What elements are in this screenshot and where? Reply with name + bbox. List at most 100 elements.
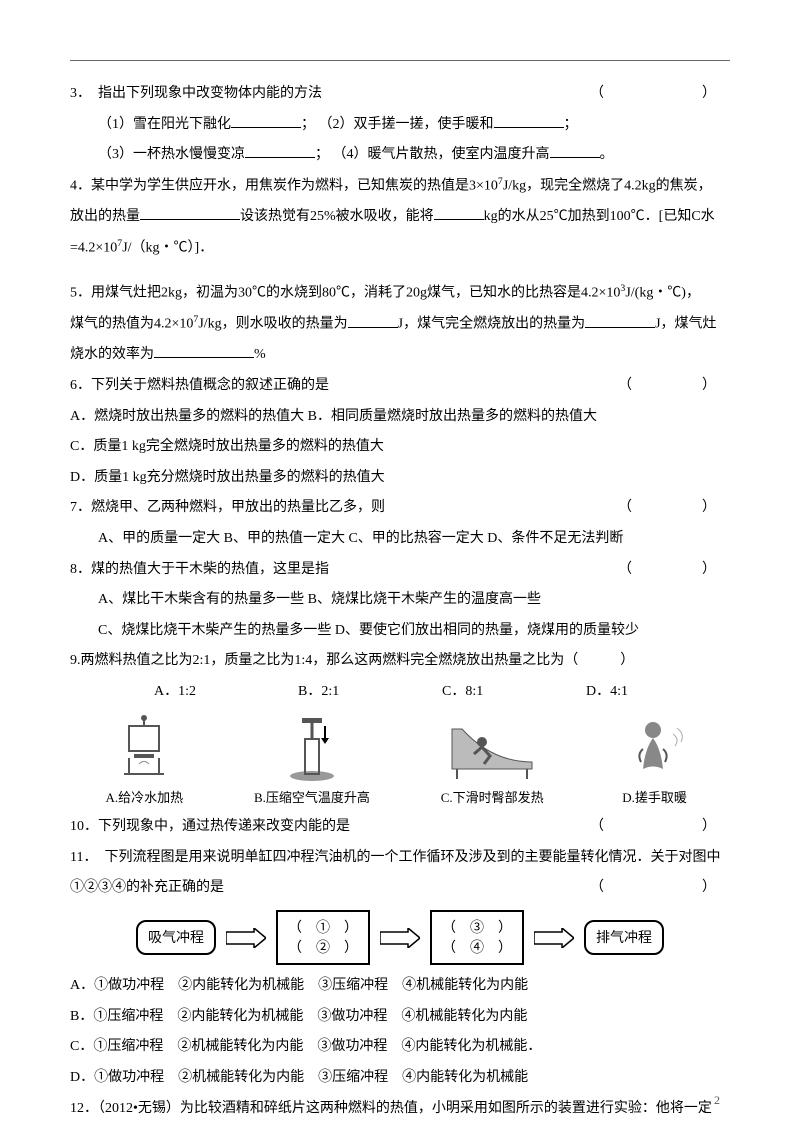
- slide-icon: [442, 714, 542, 784]
- q9-d: D．4:1: [586, 679, 730, 706]
- top-rule: [70, 60, 730, 61]
- flow-2a: （ ① ）: [288, 918, 358, 938]
- q3-sub2: （3）一杯热水慢慢变凉 ； （4）暖气片散热，使室内温度升高 。: [70, 142, 730, 169]
- q8-l2: C、烧煤比烧干木柴产生的热量多一些 D、要使它们放出相同的热量，烧煤用的质量较少: [70, 618, 730, 645]
- q11-c: C．①压缩冲程 ②机械能转化为内能 ③做功冲程 ④内能转化为机械能．: [70, 1034, 730, 1061]
- flowchart: 吸气冲程 （ ① ） （ ② ） （ ③ ） （ ④ ） 排气冲程: [70, 910, 730, 965]
- q5-l2d: J，煤气灶: [655, 317, 716, 332]
- q11-paren: （ ）: [590, 875, 730, 902]
- q3-s1b: ； （2）双手搓一搓，使手暖和: [301, 117, 494, 132]
- blank: [140, 205, 240, 220]
- compress-air-icon: [277, 714, 347, 784]
- question-12: 12．（2012•无锡）为比较酒精和碎纸片这两种燃料的热值，小明采用如图所示的装…: [70, 1096, 730, 1123]
- q4-line3: =4.2×107J/（kg・℃）]．: [70, 235, 730, 262]
- q6-paren: （ ）: [618, 373, 730, 400]
- q9-b: B．2:1: [298, 679, 442, 706]
- q3-s2a: （3）一杯热水慢慢变凉: [98, 147, 245, 162]
- question-4: 4．某中学为学生供应开水，用焦炭作为燃料，已知焦炭的热值是3×107J/kg，现…: [70, 173, 730, 200]
- figure-c: C.下滑时臀部发热: [441, 714, 544, 811]
- arrow-icon: [534, 928, 574, 948]
- blank: [231, 113, 301, 128]
- worksheet-page: 3． 指出下列现象中改变物体内能的方法 （ ） （1）雪在阳光下融化 ； （2）双…: [0, 0, 800, 1132]
- q8-paren: （ ）: [618, 557, 730, 584]
- blank: [550, 143, 600, 158]
- fig-c-label: C.下滑时臀部发热: [441, 786, 544, 811]
- q5-l2b: J/kg，则水吸收的热量为: [198, 317, 347, 332]
- flow-2b: （ ② ）: [288, 938, 358, 958]
- q11-a: A．①做功冲程 ②内能转化为机械能 ③压缩冲程 ④机械能转化为内能: [70, 973, 730, 1000]
- blank: [245, 143, 315, 158]
- q11-b: B．①压缩冲程 ②内能转化为机械能 ③做功冲程 ④机械能转化为内能: [70, 1004, 730, 1031]
- q5-l3b: %: [254, 347, 266, 362]
- blank: [585, 313, 655, 328]
- q5-l2c: J，煤气完全燃烧放出的热量为: [398, 317, 585, 332]
- fig-a-label: A.给冷水加热: [105, 786, 183, 811]
- question-9: 9.两燃料热值之比为2:1，质量之比为1:4，那么这两燃料完全燃烧放出热量之比为…: [70, 648, 730, 675]
- flow-box-3: （ ③ ） （ ④ ）: [430, 910, 524, 965]
- q5-l1a: 5．用煤气灶把2kg，初温为30℃的水烧到80℃，消耗了20g煤气，已知水的比热…: [70, 286, 620, 301]
- arrow-icon: [380, 928, 420, 948]
- q4-l3a: =4.2×10: [70, 240, 117, 255]
- figure-a: A.给冷水加热: [105, 714, 183, 811]
- q5-line2: 煤气的热值为4.2×107J/kg，则水吸收的热量为J，煤气完全燃烧放出的热量为…: [70, 311, 730, 338]
- fig-b-label: B.压缩空气温度升高: [254, 786, 370, 811]
- q9-opts: A．1:2 B．2:1 C．8:1 D．4:1: [70, 679, 730, 706]
- question-7: 7．燃烧甲、乙两种燃料，甲放出的热量比乙多，则 （ ）: [70, 495, 730, 522]
- q3-s2c: 。: [600, 147, 614, 162]
- q5-l3a: 烧水的效率为: [70, 347, 154, 362]
- q4-l2c: kg的水从25℃加热到100℃．[已知C水: [484, 209, 715, 224]
- figure-d: D.搓手取暖: [615, 714, 695, 811]
- q7-paren: （ ）: [618, 495, 730, 522]
- blank: [434, 205, 484, 220]
- q8-l1: A、煤比干木柴含有的热量多一些 B、烧煤比烧干木柴产生的温度高一些: [70, 587, 730, 614]
- q3-paren: （ ）: [590, 81, 730, 108]
- flow-box-2: （ ① ） （ ② ）: [276, 910, 370, 965]
- q10-paren: （ ）: [590, 814, 730, 841]
- flow-box-4: 排气冲程: [584, 920, 664, 956]
- blank: [154, 343, 254, 358]
- question-3: 3． 指出下列现象中改变物体内能的方法 （ ）: [70, 81, 730, 108]
- q3-sub1: （1）雪在阳光下融化 ； （2）双手搓一搓，使手暖和 ；: [70, 112, 730, 139]
- q6-c: C．质量1 kg完全燃烧时放出热量多的燃料的热值大: [70, 434, 730, 461]
- q5-line3: 烧水的效率为%: [70, 342, 730, 369]
- q4-line2: 放出的热量 设该热觉有25%被水吸收，能将 kg的水从25℃加热到100℃．[已知C…: [70, 204, 730, 231]
- q3-stem: 3． 指出下列现象中改变物体内能的方法: [70, 86, 322, 101]
- q5-l1b: J/(kg・℃)，: [625, 286, 700, 301]
- flow-3a: （ ③ ）: [442, 918, 512, 938]
- q3-s1a: （1）雪在阳光下融化: [98, 117, 231, 132]
- figure-row: A.给冷水加热 B.压缩空气温度升高 C.下滑时臀部发热: [70, 714, 730, 811]
- q7-stem: 7．燃烧甲、乙两种燃料，甲放出的热量比乙多，则: [70, 500, 385, 515]
- q9-a: A．1:2: [154, 679, 298, 706]
- question-11-l2: ①②③④的补充正确的是 （ ）: [70, 875, 730, 902]
- q11-d: D．①做功冲程 ②机械能转化为内能 ③压缩冲程 ④内能转化为机械能: [70, 1065, 730, 1092]
- q9-c: C．8:1: [442, 679, 586, 706]
- q6-a: A．燃烧时放出热量多的燃料的热值大 B．相同质量燃烧时放出热量多的燃料的热值大: [70, 404, 730, 431]
- page-number: 2: [714, 1089, 720, 1112]
- blank: [348, 313, 398, 328]
- q6-d: D．质量1 kg充分燃烧时放出热量多的燃料的热值大: [70, 465, 730, 492]
- q11-l2: ①②③④的补充正确的是: [70, 880, 224, 895]
- q4-l2b: 设该热觉有25%被水吸收，能将: [240, 209, 434, 224]
- question-11-l1: 11． 下列流程图是用来说明单缸四冲程汽油机的一个工作循环及涉及到的主要能量转化…: [70, 845, 730, 872]
- q3-s1c: ；: [564, 117, 578, 132]
- rub-hands-icon: [615, 714, 695, 784]
- fig-d-label: D.搓手取暖: [615, 786, 695, 811]
- question-5: 5．用煤气灶把2kg，初温为30℃的水烧到80℃，消耗了20g煤气，已知水的比热…: [70, 280, 730, 307]
- question-6: 6．下列关于燃料热值概念的叙述正确的是 （ ）: [70, 373, 730, 400]
- q7-opts: A、甲的质量一定大 B、甲的热值一定大 C、甲的比热容一定大 D、条件不足无法判…: [70, 526, 730, 553]
- q10-stem: 10．下列现象中，通过热传递来改变内能的是: [70, 819, 350, 834]
- q4-l1b: J/kg，现完全燃烧了4.2kg的焦炭，: [503, 178, 712, 193]
- blank: [494, 113, 564, 128]
- q4-l1: 4．某中学为学生供应开水，用焦炭作为燃料，已知焦炭的热值是3×10: [70, 178, 498, 193]
- question-8: 8．煤的热值大于干木柴的热值，这里是指 （ ）: [70, 557, 730, 584]
- flow-3b: （ ④ ）: [442, 938, 512, 958]
- q6-stem: 6．下列关于燃料热值概念的叙述正确的是: [70, 378, 329, 393]
- heating-water-icon: [109, 714, 179, 784]
- q5-l2a: 煤气的热值为4.2×10: [70, 317, 193, 332]
- q8-stem: 8．煤的热值大于干木柴的热值，这里是指: [70, 562, 329, 577]
- flow-box-1: 吸气冲程: [136, 920, 216, 956]
- arrow-icon: [226, 928, 266, 948]
- question-10: 10．下列现象中，通过热传递来改变内能的是 （ ）: [70, 814, 730, 841]
- q4-l2a: 放出的热量: [70, 209, 140, 224]
- q3-s2b: ； （4）暖气片散热，使室内温度升高: [315, 147, 550, 162]
